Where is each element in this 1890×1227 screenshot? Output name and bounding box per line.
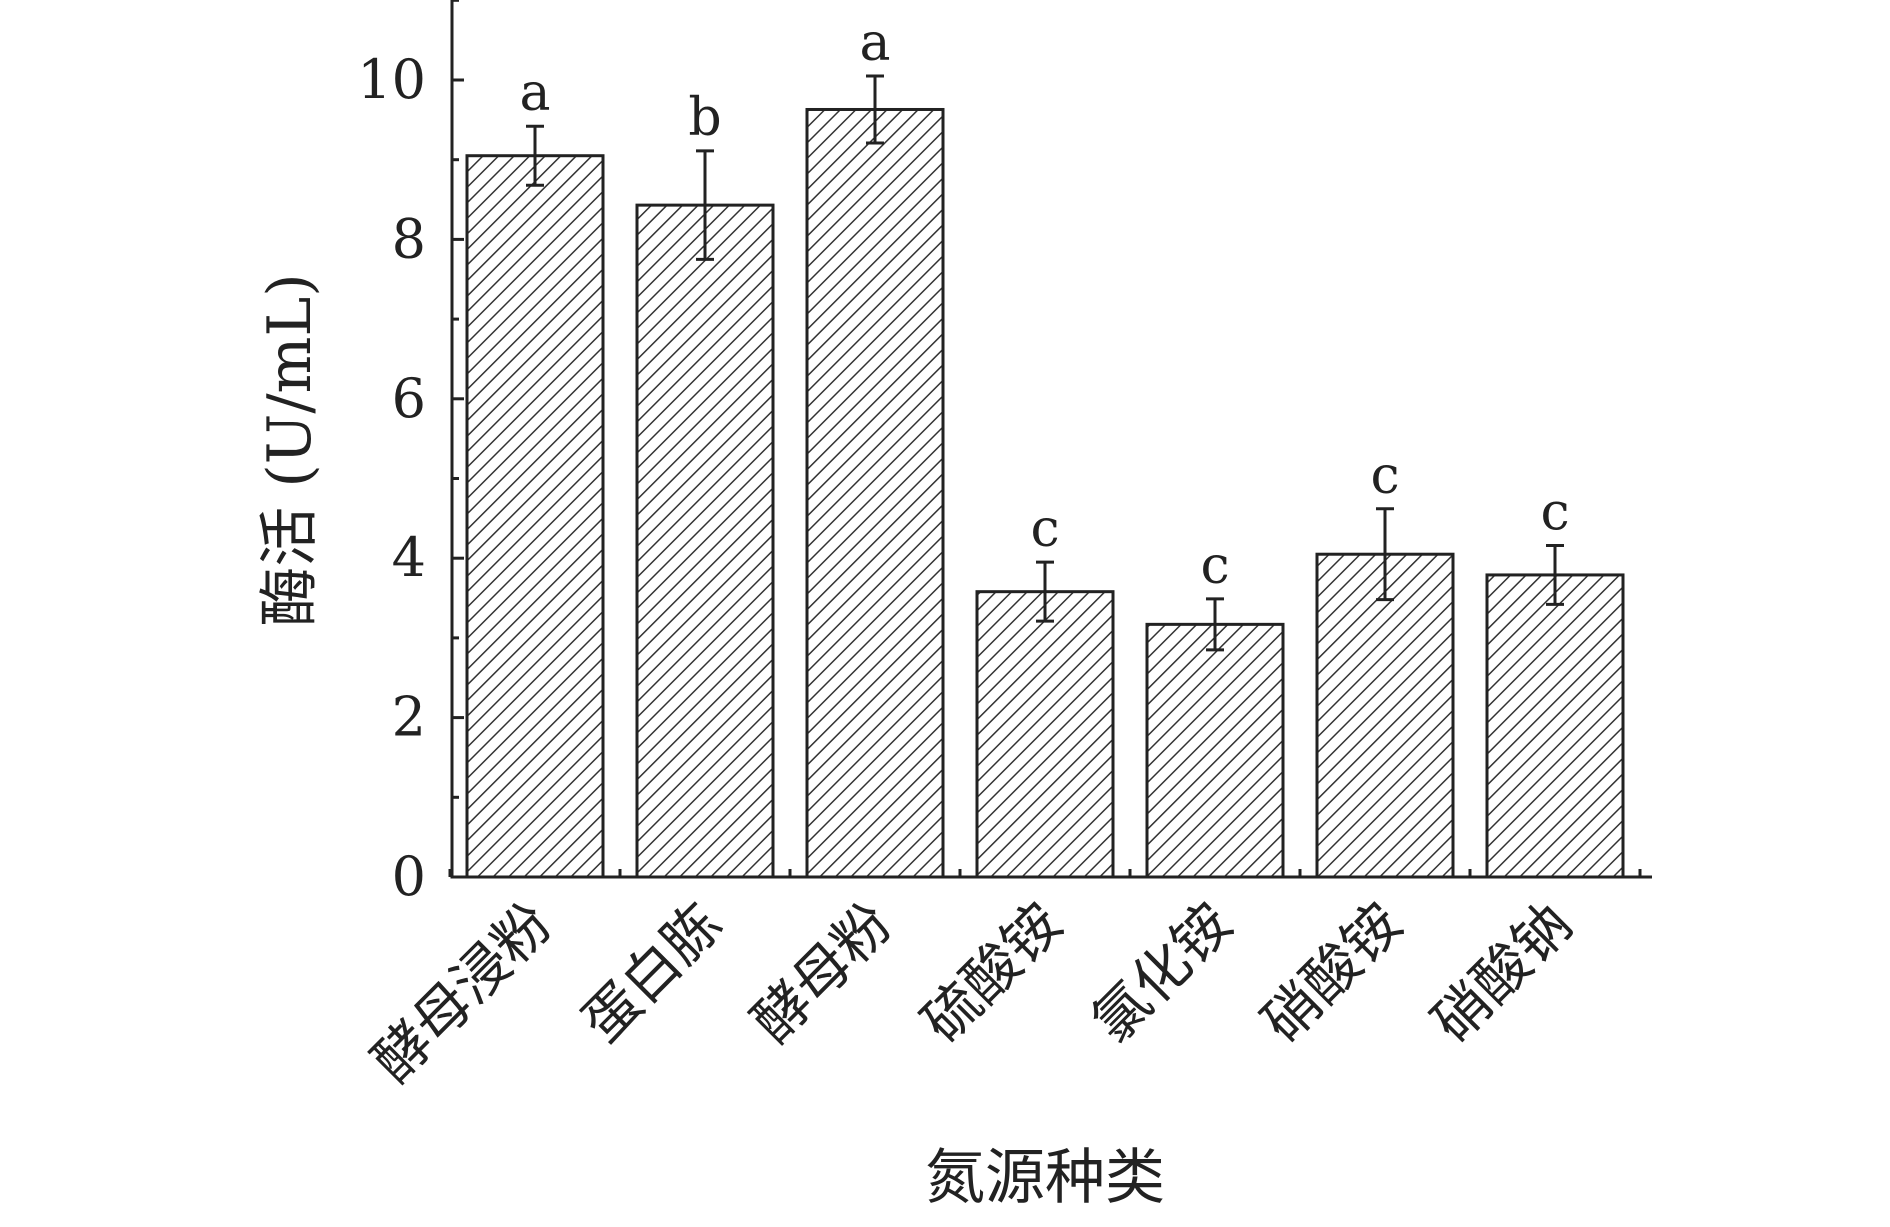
significance-label: c [1370, 446, 1399, 506]
bar [1315, 552, 1455, 879]
significance-label: a [519, 63, 550, 123]
significance-label: c [1200, 536, 1229, 596]
x-tick-label: 硫酸铵 [910, 891, 1075, 1056]
significance-label: c [1540, 482, 1569, 542]
x-tick-label: 硝酸铵 [1250, 891, 1415, 1056]
x-tick-label: 氯化铵 [1080, 891, 1245, 1056]
significance-label: c [1030, 499, 1059, 559]
y-tick-label: 8 [392, 207, 426, 270]
y-tick-label: 0 [392, 845, 426, 908]
y-tick-label: 6 [392, 367, 426, 430]
significance-label: a [859, 13, 890, 73]
bar [805, 107, 945, 879]
x-tick-label: 蛋白胨 [570, 891, 735, 1056]
significance-label: b [688, 88, 721, 148]
bar [465, 154, 605, 879]
x-tick-label: 酵母浸粉 [361, 891, 565, 1095]
x-tick-label: 酵母粉 [740, 891, 905, 1056]
bar [975, 590, 1115, 879]
y-axis-title: 酶活 (U/mL) [255, 273, 325, 626]
plot-area: a b a c c c c 0 2 4 6 8 10 酵母浸粉 蛋白胨 酵母粉 硫酸铵 氯化铵 硝酸铵 硝酸钠 [357, 0, 1652, 1095]
x-tick-label: 硝酸钠 [1420, 891, 1585, 1056]
y-tick-label: 10 [357, 48, 426, 111]
bar [635, 203, 775, 879]
bar [1485, 573, 1625, 879]
bar [1145, 622, 1285, 879]
y-tick-label: 2 [392, 686, 426, 749]
y-tick-label: 4 [392, 526, 426, 589]
x-axis-title: 氮源种类 [925, 1143, 1165, 1213]
